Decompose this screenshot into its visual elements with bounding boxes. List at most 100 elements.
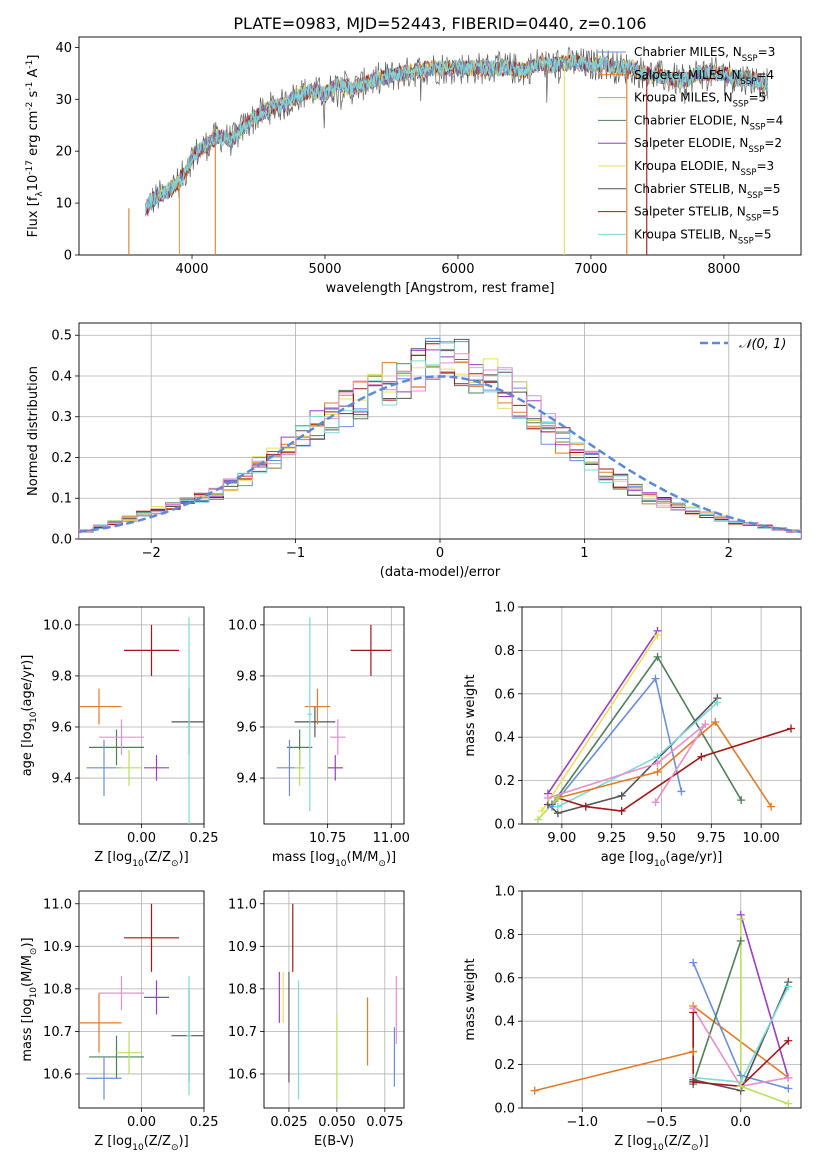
y-tick-label: 9.8	[51, 669, 72, 684]
x-axis-label: age [log10(age/yr)]	[601, 850, 723, 869]
weight-marker	[617, 806, 626, 815]
chart-mass_vs_ebv: 0.025 0.050 0.075 10.6 10.7 10.8 10.9 11.0 E(B-V…	[228, 890, 405, 1149]
weight-marker	[784, 1099, 793, 1108]
y-tick-label: 0	[64, 249, 72, 264]
x-tick-label: 0.0	[730, 1115, 751, 1130]
legend-label: Salpeter MILES, NSSP=4	[634, 68, 774, 87]
y-tick-label: 0.0	[51, 533, 72, 548]
y-tick-label: 9.4	[236, 772, 257, 787]
x-tick-label: 10.75	[309, 831, 346, 846]
y-tick-label: 11.0	[228, 897, 257, 912]
weight-marker	[689, 1004, 698, 1013]
x-tick-label: 7000	[574, 262, 607, 277]
weight-marker	[784, 1036, 793, 1045]
plot-area	[79, 903, 204, 1100]
legend-label: 𝒩(0, 1)	[739, 337, 786, 352]
y-tick-label: 10.8	[228, 982, 257, 997]
figure-title: PLATE=0983, MJD=52443, FIBERID=0440, z=0…	[233, 14, 646, 33]
weight-line	[547, 697, 718, 814]
legend-label: Chabrier ELODIE, NSSP=4	[634, 113, 783, 132]
x-tick-label: −1	[286, 546, 305, 561]
y-tick-label: 0.6	[494, 687, 515, 702]
plot-frame	[78, 322, 802, 540]
y-tick-label: 10.0	[228, 618, 257, 633]
y-tick-label: 9.6	[236, 720, 257, 735]
y-tick-label: 0.2	[51, 451, 72, 466]
y-tick-label: 10.8	[43, 982, 72, 997]
chart-spectrum: 4000 5000 6000 7000 8000 0 10 20 30 40 wavelength …	[25, 36, 802, 296]
weight-marker	[653, 652, 662, 661]
y-tick-label: 0.2	[494, 1058, 515, 1073]
weight-marker	[787, 724, 796, 733]
y-tick-label: 0.6	[494, 971, 515, 986]
plot-area	[276, 617, 392, 812]
y-tick-label: 10	[55, 197, 72, 212]
y-tick-label: 30	[55, 93, 72, 108]
plot-frame	[78, 890, 205, 1109]
y-tick-label: 0.0	[494, 1102, 515, 1117]
y-tick-label: 0.8	[494, 644, 515, 659]
weight-marker	[713, 698, 722, 707]
y-axis-label: mass [log10(M/M⊙)]	[20, 937, 39, 1061]
weight-marker	[784, 1073, 793, 1082]
x-axis-label: wavelength [Angstrom, rest frame]	[326, 281, 555, 296]
plot-frame	[78, 606, 205, 825]
weight-marker	[651, 798, 660, 807]
weight-marker	[653, 759, 662, 768]
weight-line	[692, 940, 742, 1085]
x-tick-label: 0.00	[127, 1115, 156, 1130]
x-tick-label: 9.50	[647, 831, 676, 846]
y-tick-label: 0.4	[51, 369, 72, 384]
x-tick-label: 0.075	[366, 1115, 403, 1130]
weight-marker	[689, 1077, 698, 1086]
weight-marker	[736, 1082, 745, 1091]
x-tick-label: −2	[142, 546, 161, 561]
x-axis-label: Z [log10(Z/Z⊙)]	[614, 1134, 708, 1153]
weight-marker	[711, 718, 720, 727]
weight-line	[557, 720, 772, 808]
weight-marker	[736, 915, 745, 924]
x-axis-label: E(B-V)	[314, 1134, 354, 1149]
y-tick-label: 0.4	[494, 731, 515, 746]
y-tick-label: 10.6	[43, 1067, 72, 1082]
weight-marker	[530, 1086, 539, 1095]
x-tick-label: 0.25	[190, 831, 219, 846]
x-tick-label: 9.25	[597, 831, 626, 846]
chart-mass_weight_vs_Z: −1.0 −0.5 0.0 0.0 0.2 0.4 0.6 0.8 1.0 Z [log10(Z/…	[463, 885, 802, 1153]
x-tick-label: 4000	[175, 262, 208, 277]
plot-area	[79, 617, 204, 824]
chart-mass_vs_Z: 0.00 0.25 10.6 10.7 10.8 10.9 11.0 Z [log10(Z/Z…	[20, 890, 218, 1153]
y-axis-label: Normed distribution	[26, 366, 41, 496]
weight-marker	[784, 1084, 793, 1093]
weight-marker	[653, 631, 662, 640]
y-tick-label: 10.7	[228, 1025, 257, 1040]
weight-marker	[677, 787, 686, 796]
weight-marker	[697, 752, 706, 761]
y-tick-label: 11.0	[43, 897, 72, 912]
weight-line	[692, 1012, 789, 1088]
x-tick-label: 2	[725, 546, 733, 561]
plot-area	[537, 630, 792, 821]
y-axis-label: Flux [fλ10-17 erg cm-2 s-1 A-1]	[25, 55, 45, 238]
y-tick-label: 10.9	[43, 940, 72, 955]
y-tick-label: 10.6	[228, 1067, 257, 1082]
chart-mass_weight_vs_age: 9.00 9.25 9.50 9.75 10.00 0.0 0.2 0.4 0.6 0.8 1.0 a…	[463, 601, 802, 869]
weight-line	[537, 797, 559, 821]
legend-label: Kroupa ELODIE, NSSP=3	[634, 159, 774, 178]
plot-frame	[263, 890, 405, 1109]
y-tick-label: 10.0	[43, 618, 72, 633]
x-tick-label: 1	[580, 546, 588, 561]
x-tick-label: −0.5	[646, 1115, 678, 1130]
x-tick-label: 0.025	[270, 1115, 307, 1130]
y-tick-label: 9.8	[236, 669, 257, 684]
legend-label: Kroupa STELIB, NSSP=5	[634, 227, 772, 246]
y-tick-label: 1.0	[494, 601, 515, 616]
y-tick-label: 20	[55, 145, 72, 160]
legend-label: Kroupa MILES, NSSP=5	[634, 91, 766, 110]
y-tick-label: 0.3	[51, 410, 72, 425]
weight-marker	[653, 767, 662, 776]
y-tick-label: 0.2	[494, 774, 515, 789]
x-tick-label: 11.00	[373, 831, 410, 846]
y-tick-label: 9.4	[51, 772, 72, 787]
